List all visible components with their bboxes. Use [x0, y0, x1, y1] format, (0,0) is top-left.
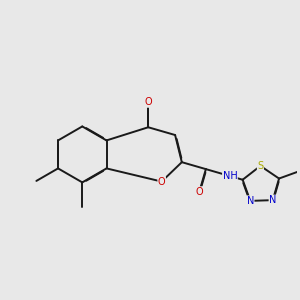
Text: O: O — [144, 97, 152, 107]
Text: S: S — [257, 161, 263, 171]
Text: N: N — [269, 195, 277, 205]
Text: O: O — [158, 177, 166, 187]
Text: N: N — [247, 196, 254, 206]
Text: NH: NH — [223, 171, 237, 181]
Text: O: O — [196, 187, 203, 197]
